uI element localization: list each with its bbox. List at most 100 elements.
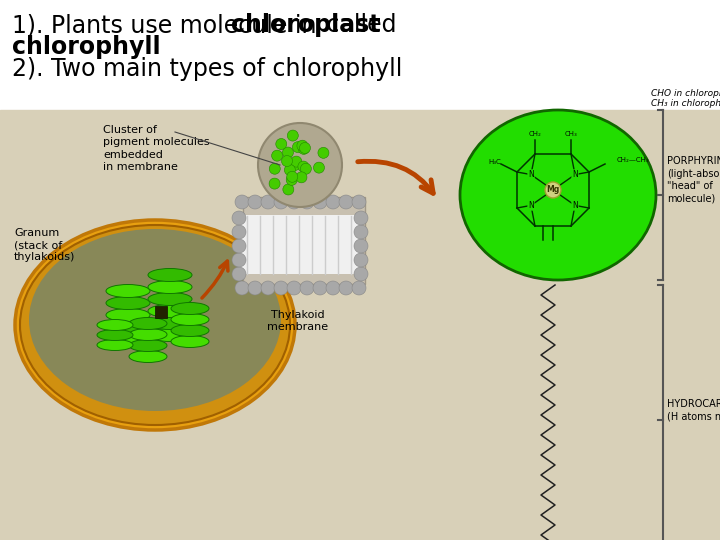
Circle shape xyxy=(313,195,327,209)
Circle shape xyxy=(300,163,311,174)
Circle shape xyxy=(300,143,310,153)
Text: H₃C: H₃C xyxy=(489,159,501,165)
Circle shape xyxy=(274,195,288,209)
Circle shape xyxy=(354,253,368,267)
Text: N: N xyxy=(528,170,534,179)
Circle shape xyxy=(292,141,303,153)
Circle shape xyxy=(287,174,297,185)
Circle shape xyxy=(300,281,314,295)
Ellipse shape xyxy=(106,285,150,298)
Circle shape xyxy=(283,184,294,195)
Ellipse shape xyxy=(97,320,133,330)
Circle shape xyxy=(291,156,302,167)
Ellipse shape xyxy=(148,280,192,294)
Ellipse shape xyxy=(129,318,167,329)
Ellipse shape xyxy=(148,328,192,341)
Text: CH₃: CH₃ xyxy=(564,131,577,137)
Circle shape xyxy=(313,281,327,295)
Circle shape xyxy=(287,130,298,141)
Circle shape xyxy=(354,267,368,281)
Circle shape xyxy=(258,123,342,207)
Circle shape xyxy=(235,281,249,295)
Text: HYDROCARBON TAIL
(H atoms not shown): HYDROCARBON TAIL (H atoms not shown) xyxy=(667,399,720,421)
Text: N: N xyxy=(572,201,578,210)
Circle shape xyxy=(354,211,368,225)
Circle shape xyxy=(354,225,368,239)
Ellipse shape xyxy=(171,314,209,326)
Text: Mg: Mg xyxy=(546,186,559,194)
Circle shape xyxy=(269,178,280,189)
Text: chloroplast: chloroplast xyxy=(231,13,380,37)
Ellipse shape xyxy=(29,229,281,411)
Circle shape xyxy=(232,211,246,225)
Circle shape xyxy=(284,165,295,176)
Circle shape xyxy=(313,162,325,173)
Circle shape xyxy=(339,195,353,209)
Text: Thylakoid
membrane: Thylakoid membrane xyxy=(267,310,328,333)
Circle shape xyxy=(545,182,561,198)
Bar xyxy=(243,197,365,284)
Circle shape xyxy=(248,281,262,295)
Circle shape xyxy=(248,195,262,209)
Ellipse shape xyxy=(171,335,209,348)
Text: 1). Plants use molecule in: 1). Plants use molecule in xyxy=(12,13,324,37)
Circle shape xyxy=(282,156,292,166)
Circle shape xyxy=(232,225,246,239)
Circle shape xyxy=(326,281,340,295)
Ellipse shape xyxy=(148,268,192,281)
Ellipse shape xyxy=(171,325,209,336)
Ellipse shape xyxy=(15,220,295,430)
Ellipse shape xyxy=(148,316,192,329)
Text: 2). Two main types of chlorophyll: 2). Two main types of chlorophyll xyxy=(12,57,402,81)
Text: N: N xyxy=(572,170,578,179)
Circle shape xyxy=(271,150,283,161)
Circle shape xyxy=(298,144,310,154)
Ellipse shape xyxy=(129,340,167,352)
Circle shape xyxy=(276,138,287,150)
Bar xyxy=(0,110,720,540)
Text: CH₂: CH₂ xyxy=(528,131,541,137)
Circle shape xyxy=(261,281,275,295)
Circle shape xyxy=(352,195,366,209)
Circle shape xyxy=(232,253,246,267)
Circle shape xyxy=(298,161,309,172)
Circle shape xyxy=(339,281,353,295)
Circle shape xyxy=(289,159,300,171)
Circle shape xyxy=(269,163,280,174)
Ellipse shape xyxy=(106,296,150,309)
Circle shape xyxy=(287,171,298,183)
Bar xyxy=(239,215,361,274)
Circle shape xyxy=(300,195,314,209)
Circle shape xyxy=(296,172,307,183)
Circle shape xyxy=(318,147,329,158)
Circle shape xyxy=(232,267,246,281)
Circle shape xyxy=(352,281,366,295)
Text: Cluster of
pigment molecules
embedded
in membrane: Cluster of pigment molecules embedded in… xyxy=(103,125,210,172)
Ellipse shape xyxy=(97,329,133,341)
Text: chlorophyll: chlorophyll xyxy=(12,35,161,59)
Ellipse shape xyxy=(20,225,290,425)
Ellipse shape xyxy=(171,302,209,314)
Ellipse shape xyxy=(129,350,167,362)
Text: Granum
(stack of
thylakoids): Granum (stack of thylakoids) xyxy=(14,227,76,262)
Circle shape xyxy=(297,140,308,151)
Circle shape xyxy=(235,195,249,209)
Circle shape xyxy=(232,239,246,253)
Ellipse shape xyxy=(97,340,133,350)
Ellipse shape xyxy=(129,328,167,341)
Circle shape xyxy=(282,147,294,158)
Text: N: N xyxy=(528,201,534,210)
Circle shape xyxy=(287,195,301,209)
Ellipse shape xyxy=(106,321,150,334)
Text: CH₂—CH₃: CH₂—CH₃ xyxy=(617,157,649,163)
Circle shape xyxy=(326,195,340,209)
Circle shape xyxy=(287,281,301,295)
Circle shape xyxy=(274,281,288,295)
Circle shape xyxy=(354,239,368,253)
Bar xyxy=(0,0,720,110)
Text: PORPHYRIN RING
(light-absorbing
"head" of
molecule): PORPHYRIN RING (light-absorbing "head" o… xyxy=(667,157,720,204)
Ellipse shape xyxy=(148,293,192,306)
Ellipse shape xyxy=(106,308,150,321)
Ellipse shape xyxy=(460,110,656,280)
Ellipse shape xyxy=(106,333,150,346)
